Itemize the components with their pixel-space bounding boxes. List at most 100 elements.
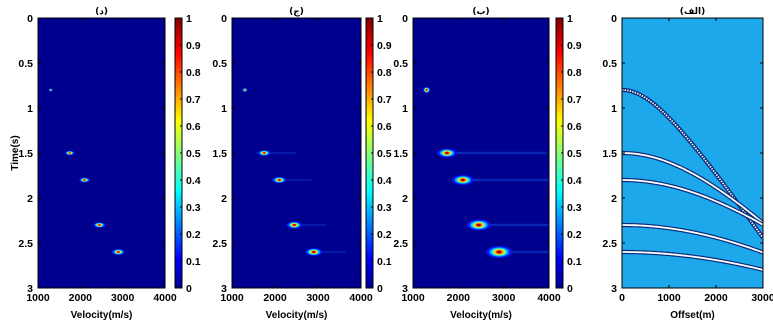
semblance-peak xyxy=(445,152,449,154)
semblance-smear xyxy=(286,224,327,226)
y-tick-label: 2.5 xyxy=(18,238,33,250)
semblance-smear xyxy=(305,251,346,253)
colorbar: 0 0.1 0.2 0.3 0.4 0.5 0.6 0.7 0.8 0.9 1 xyxy=(174,13,201,295)
semblance-peak xyxy=(244,89,246,91)
y-tick-label: 1 xyxy=(611,103,617,115)
semblance-smear xyxy=(452,178,549,182)
y-tick-label: 1 xyxy=(27,103,33,115)
colorbar-tick-label: 1 xyxy=(567,13,573,25)
semblance-peaks xyxy=(422,86,549,258)
colorbar-tick-label: 0.2 xyxy=(186,229,201,241)
semblance-peak xyxy=(278,179,281,181)
x-tick-label: 2000 xyxy=(263,292,287,304)
semblance-peak xyxy=(98,224,101,226)
panel-title: (ب) xyxy=(472,7,489,17)
plot-area xyxy=(38,18,165,288)
colorbar-tick-label: 0.5 xyxy=(186,148,201,160)
colorbar-tick-label: 0.3 xyxy=(567,202,582,214)
semblance-smear xyxy=(256,152,297,154)
colorbar-tick-label: 0.2 xyxy=(567,229,582,241)
y-axis-label: Time(s) xyxy=(10,135,21,170)
y-tick-label: 0 xyxy=(27,13,33,25)
y-tick-label: 2 xyxy=(402,193,408,205)
colorbar: 0 0.1 0.2 0.3 0.4 0.5 0.6 0.7 0.8 0.9 1 xyxy=(365,13,392,295)
x-tick-label: 1000 xyxy=(657,292,681,304)
colorbar-tick-label: 0.3 xyxy=(377,202,392,214)
colorbar-tick-label: 0.7 xyxy=(567,94,582,106)
x-tick-label: 2000 xyxy=(69,292,93,304)
y-tick-label: 3 xyxy=(402,283,408,295)
x-axis-label: Velocity(m/s) xyxy=(450,310,512,321)
colorbar-tick-label: 0.1 xyxy=(377,256,392,268)
colorbar-tick-label: 0.4 xyxy=(186,175,201,187)
panel-title: (ج) xyxy=(289,7,304,17)
x-tick-label: 0 xyxy=(619,292,625,304)
x-tick-label: 1000 xyxy=(401,292,425,304)
x-axis-label: Velocity(m/s) xyxy=(266,310,328,321)
colorbar-tick-label: 0.4 xyxy=(377,175,392,187)
y-tick-label: 3 xyxy=(27,283,33,295)
y-tick-label: 2.5 xyxy=(212,238,227,250)
colorbar-tick-label: 1 xyxy=(377,13,383,25)
y-tick-label: 0.5 xyxy=(602,58,617,70)
semblance-peak xyxy=(263,152,266,154)
y-tick-label: 1.5 xyxy=(212,148,227,160)
panel-title: (الف) xyxy=(680,7,705,17)
y-tick-label: 0.5 xyxy=(18,58,33,70)
y-tick-label: 3 xyxy=(221,283,227,295)
colorbar-tick-label: 0.6 xyxy=(377,121,392,133)
y-tick-label: 2.5 xyxy=(602,238,617,250)
x-axis-label: Offset(m) xyxy=(670,310,714,321)
y-tick-label: 1.5 xyxy=(393,148,408,160)
colorbar-tick-label: 0.4 xyxy=(567,175,582,187)
colorbar-tick-label: 0.9 xyxy=(377,40,392,52)
semblance-smear xyxy=(271,179,312,181)
x-tick-label: 1000 xyxy=(220,292,244,304)
colorbar: 0 0.1 0.2 0.3 0.4 0.5 0.6 0.7 0.8 0.9 1 xyxy=(555,13,582,295)
y-tick-label: 0.5 xyxy=(212,58,227,70)
reflection-event xyxy=(622,251,763,271)
x-tick-label: 3000 xyxy=(492,292,516,304)
semblance-peak xyxy=(497,250,501,254)
semblance-peak xyxy=(293,224,296,226)
reflection-events xyxy=(622,87,763,272)
x-tick-label: 1000 xyxy=(26,292,50,304)
y-tick-label: 2 xyxy=(611,193,617,205)
reflection-event xyxy=(622,179,763,226)
plot-area xyxy=(232,18,361,288)
x-tick-label: 2000 xyxy=(447,292,471,304)
y-tick-label: 1.5 xyxy=(18,148,33,160)
reflection-event xyxy=(622,152,763,224)
y-tick-label: 2 xyxy=(27,193,33,205)
colorbar-tick-label: 0.6 xyxy=(567,121,582,133)
semblance-peak xyxy=(461,179,465,181)
colorbar-tick-label: 0.2 xyxy=(377,229,392,241)
semblance-peak xyxy=(426,89,428,91)
colorbar-tick-label: 0 xyxy=(567,283,573,295)
y-tick-label: 1 xyxy=(402,103,408,115)
colorbar-tick-label: 0.8 xyxy=(377,67,392,79)
y-tick-label: 2.5 xyxy=(393,238,408,250)
reflection-event xyxy=(622,224,763,254)
colorbar-tick-label: 0.8 xyxy=(567,67,582,79)
panel-title: (د) xyxy=(95,7,108,17)
colorbar-tick-label: 0.9 xyxy=(567,40,582,52)
colorbar-tick-label: 0.7 xyxy=(186,94,201,106)
x-tick-label: 3000 xyxy=(306,292,330,304)
semblance-smear xyxy=(437,151,549,155)
semblance-peaks xyxy=(242,88,346,256)
x-tick-label: 2000 xyxy=(704,292,728,304)
colorbar-tick-label: 0 xyxy=(377,283,383,295)
semblance-peak xyxy=(312,251,315,253)
y-tick-label: 1 xyxy=(221,103,227,115)
y-tick-label: 1.5 xyxy=(602,148,617,160)
x-tick-label: 4000 xyxy=(153,292,177,304)
semblance-smear xyxy=(468,223,549,227)
x-tick-label: 4000 xyxy=(537,292,561,304)
y-tick-label: 2 xyxy=(221,193,227,205)
semblance-peak xyxy=(477,223,481,227)
colorbar-tick-label: 0.5 xyxy=(377,148,392,160)
